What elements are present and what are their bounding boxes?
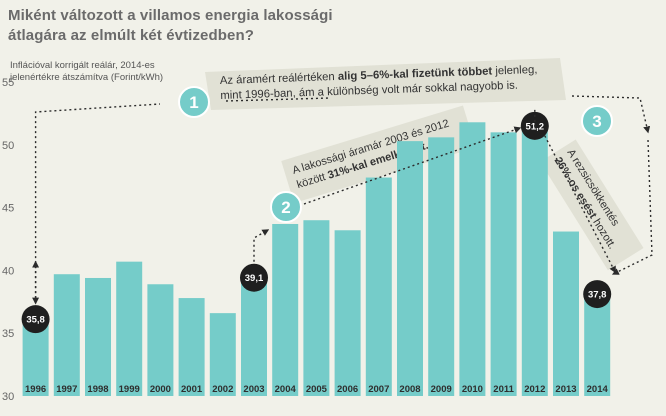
- annotation-bold: alig 5–6%-kal fizetünk többet: [338, 65, 493, 82]
- y-tick-label: 45: [2, 203, 14, 215]
- connector-2-start: [253, 229, 270, 262]
- y-tick-label: 40: [2, 265, 14, 277]
- callout-1-box: [205, 58, 566, 110]
- value-marker: [21, 305, 50, 334]
- annotation-number: 2: [281, 198, 290, 217]
- chart-title: Miként változott a villamos energia lako…: [8, 6, 388, 47]
- bar: [53, 274, 80, 396]
- connector-3: [544, 135, 616, 274]
- connector-2-rise: [303, 126, 522, 205]
- y-axis-label-line-1: Inflációval korrigált reálár, 2014-es: [10, 60, 155, 71]
- bar: [85, 277, 111, 396]
- bar: [272, 223, 299, 396]
- bar: [459, 122, 486, 397]
- annotation-badge: [581, 105, 613, 137]
- annotation-span: Az áramért reálértéken: [220, 71, 338, 87]
- x-tick-label: 2008: [399, 384, 420, 395]
- callout-1: [205, 58, 566, 110]
- x-tick-label: 2012: [524, 384, 545, 395]
- bar: [303, 220, 330, 396]
- x-tick-label: 2001: [181, 384, 203, 395]
- value-marker: [240, 263, 268, 292]
- x-tick-label: 2000: [150, 384, 171, 395]
- callout-2-box: [281, 105, 476, 204]
- bar: [147, 284, 174, 396]
- bar: [22, 323, 49, 396]
- annotation-span: jelenleg,: [492, 64, 538, 78]
- bar: [178, 298, 205, 396]
- x-tick-label: 1998: [87, 384, 108, 395]
- y-axis-label: Inflációval korrigált reálár, 2014-es je…: [10, 60, 220, 85]
- annotation-number: 1: [189, 93, 198, 112]
- bar: [334, 230, 361, 396]
- y-tick-label: 30: [2, 391, 14, 403]
- bar: [553, 231, 579, 396]
- bar: [521, 129, 548, 397]
- chart-title-line-1: Miként változott a villamos energia lako…: [8, 7, 333, 24]
- x-tick-label: 2014: [587, 384, 609, 395]
- x-tick-label: 2013: [555, 384, 576, 395]
- bar: [428, 137, 455, 396]
- connector-1-mid: [225, 97, 331, 102]
- callout-3-box: [540, 139, 644, 271]
- x-tick-label: 2009: [431, 384, 452, 395]
- bar: [241, 281, 267, 396]
- x-tick-label: 2007: [368, 384, 389, 395]
- bar: [584, 298, 611, 396]
- chart-title-line-2: átlagára az elmúlt két évtizedben?: [8, 27, 254, 45]
- annotation-badge: [178, 86, 210, 118]
- bar: [365, 177, 392, 396]
- annotation-badge: [270, 191, 302, 223]
- annotation-text-line: Az áramért reálértéken alig 5–6%-kal fiz…: [220, 64, 538, 87]
- connector-1-right: [571, 95, 651, 134]
- x-tick-label: 2010: [462, 384, 483, 395]
- x-tick-label: 2003: [243, 384, 264, 395]
- connector-3-right: [611, 139, 653, 275]
- x-tick-label: 1996: [25, 384, 46, 395]
- x-tick-label: 2004: [275, 384, 297, 395]
- x-tick-label: 2002: [212, 384, 233, 395]
- bar: [209, 313, 236, 396]
- bar: [397, 141, 423, 396]
- y-axis-label-line-2: jelenértékre átszámítva (Forint/kWh): [10, 72, 164, 84]
- connector-1-left: [32, 103, 161, 305]
- value-marker: [583, 280, 612, 309]
- data-label: 39,1: [245, 273, 264, 284]
- y-tick-label: 55: [2, 77, 14, 89]
- annotation-number: 3: [592, 112, 601, 131]
- x-tick-label: 1999: [119, 384, 140, 395]
- x-tick-label: 2006: [337, 384, 358, 395]
- y-tick-label: 50: [2, 140, 14, 152]
- bar: [490, 132, 517, 397]
- y-tick-label: 35: [2, 328, 14, 340]
- x-tick-label: 2011: [493, 384, 514, 395]
- bar: [116, 261, 143, 396]
- data-label: 37,8: [588, 290, 607, 301]
- x-tick-label: 1997: [56, 384, 77, 395]
- data-label: 35,8: [26, 315, 45, 326]
- x-tick-label: 2005: [306, 384, 328, 395]
